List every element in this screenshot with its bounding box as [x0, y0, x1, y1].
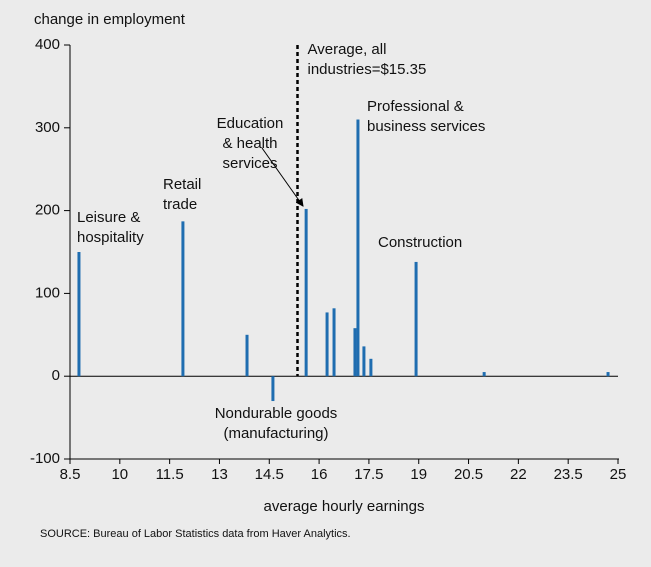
annotation: Retail: [163, 176, 201, 193]
annotation: services: [222, 155, 277, 172]
bar: [77, 252, 81, 377]
x-tick-label: 23.5: [554, 466, 583, 483]
average-label: Average, all: [308, 41, 387, 58]
annotation: trade: [163, 196, 197, 213]
y-tick-label: 200: [35, 202, 60, 219]
bar: [482, 372, 486, 377]
y-tick-label: 0: [52, 367, 60, 384]
x-tick-label: 10: [111, 466, 128, 483]
x-tick-label: 13: [211, 466, 228, 483]
annotation: Construction: [378, 234, 462, 251]
bar: [606, 372, 610, 377]
x-tick-label: 25: [610, 466, 627, 483]
annotation-arrow: [261, 147, 304, 207]
source-note: SOURCE: Bureau of Labor Statistics data …: [40, 528, 351, 540]
bar: [181, 221, 185, 377]
x-tick-label: 20.5: [454, 466, 483, 483]
annotation: Nondurable goods: [215, 405, 338, 422]
y-tick-label: 100: [35, 284, 60, 301]
y-tick-label: 300: [35, 119, 60, 136]
annotation: (manufacturing): [223, 425, 328, 442]
x-tick-label: 14.5: [255, 466, 284, 483]
bar: [325, 312, 329, 377]
bar: [304, 208, 308, 377]
x-tick-label: 8.5: [60, 466, 81, 483]
bar: [271, 376, 275, 402]
annotation: Leisure &: [77, 209, 140, 226]
x-tick-label: 19: [410, 466, 427, 483]
bar: [369, 358, 373, 377]
bar: [353, 328, 357, 377]
bar: [414, 261, 418, 377]
bar: [362, 346, 366, 377]
x-tick-label: 17.5: [354, 466, 383, 483]
y-axis-title: change in employment: [34, 11, 186, 28]
annotation: & health: [222, 135, 277, 152]
annotation: Professional &: [367, 98, 464, 115]
annotation: Education: [217, 115, 284, 132]
annotation: business services: [367, 118, 485, 135]
x-axis-title: average hourly earnings: [264, 498, 425, 515]
x-tick-label: 11.5: [156, 466, 184, 483]
bar: [356, 119, 360, 377]
x-tick-label: 16: [311, 466, 328, 483]
average-label: industries=$15.35: [308, 61, 427, 78]
annotation: hospitality: [77, 229, 144, 246]
y-tick-label: -100: [30, 450, 60, 467]
bar: [332, 308, 336, 377]
x-tick-label: 22: [510, 466, 527, 483]
bar: [245, 334, 249, 377]
y-tick-label: 400: [35, 36, 60, 53]
